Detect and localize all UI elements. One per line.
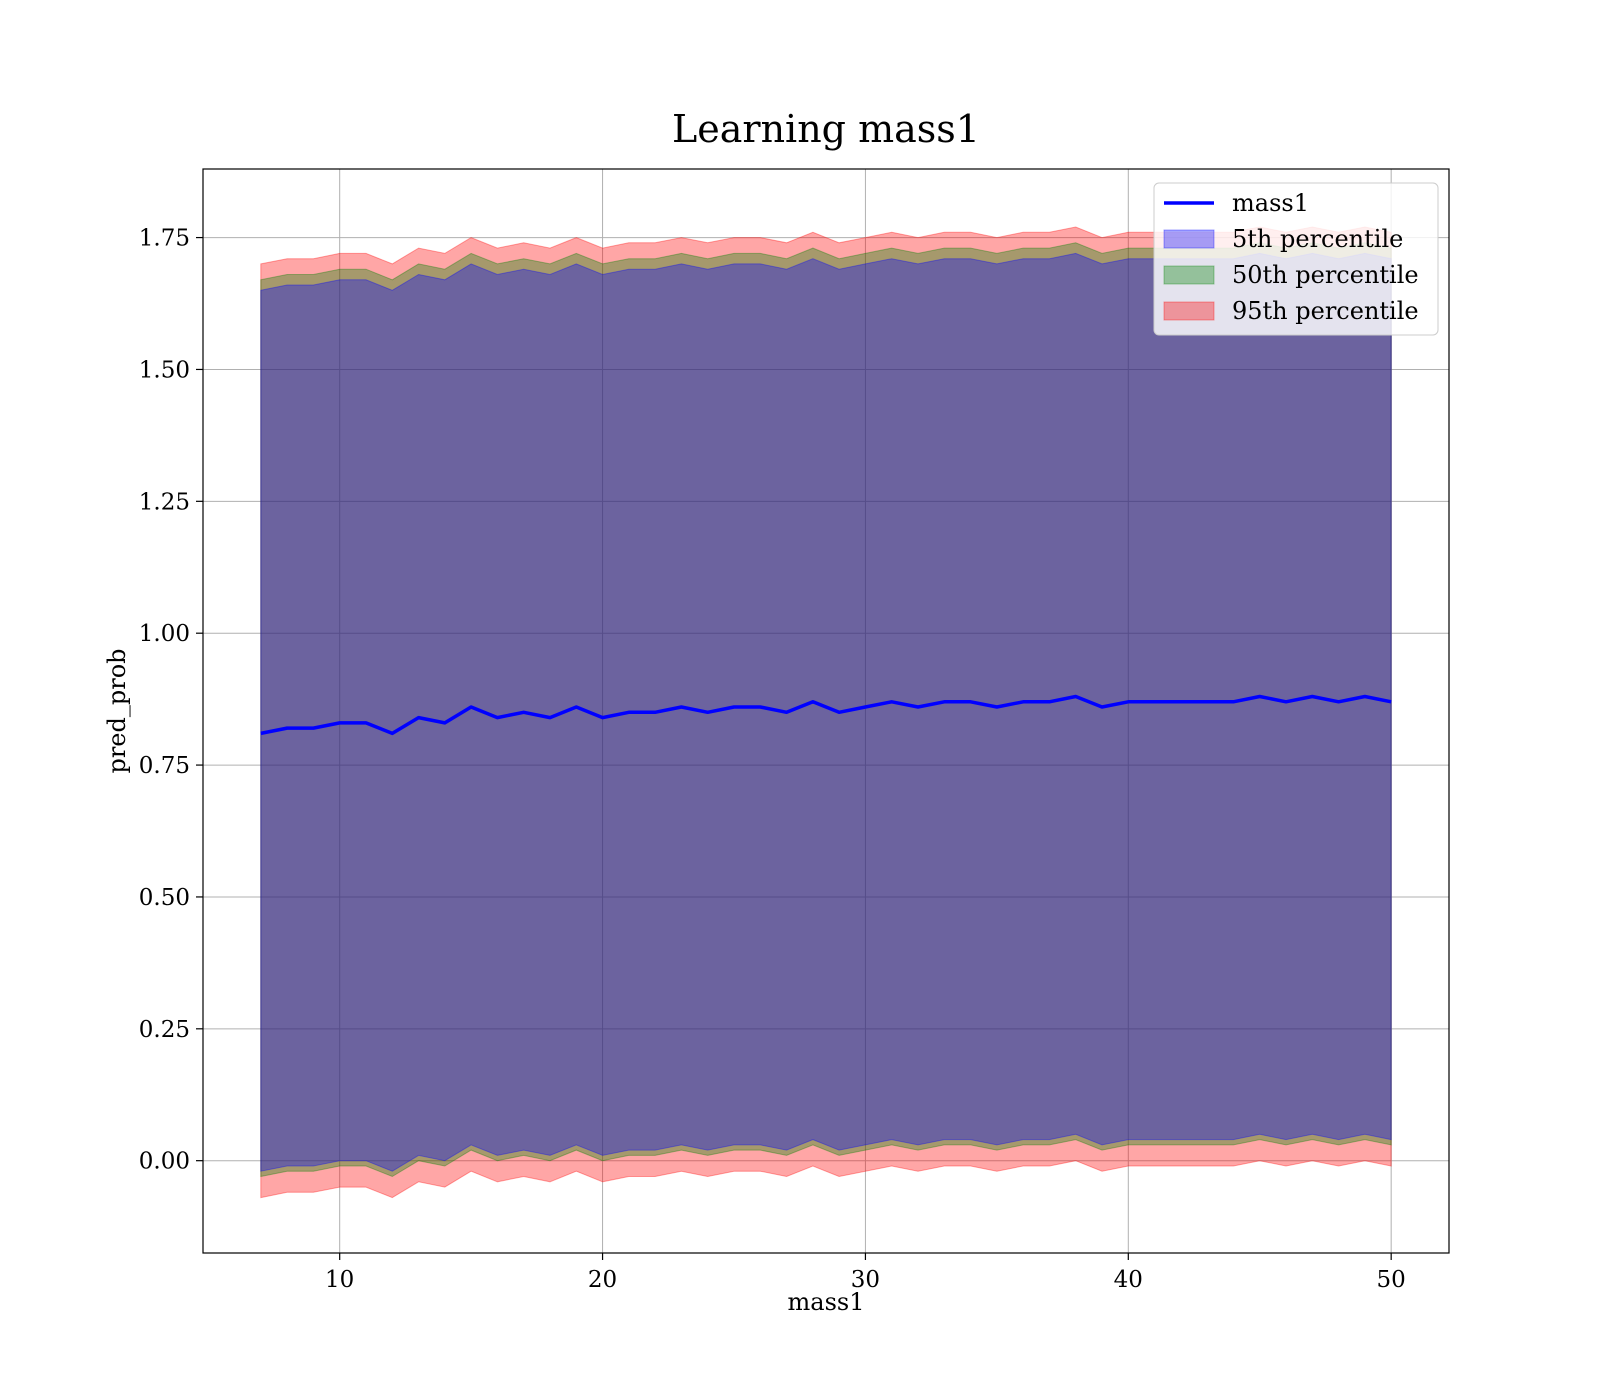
legend-swatch-band (1163, 265, 1215, 285)
y-axis-ticks: 0.00 0.25 0.50 0.75 1.00 1.25 1.50 1.75 (139, 226, 203, 1175)
chart-title: Learning mass1 (672, 107, 980, 151)
y-tick-label: 0.00 (139, 1149, 190, 1175)
line-layer (260, 694, 1392, 736)
x-tick-label: 30 (851, 1267, 880, 1293)
y-tick-label: 1.75 (139, 226, 190, 252)
x-tick-label: 20 (588, 1267, 617, 1293)
y-tick-label: 0.25 (139, 1017, 190, 1043)
x-tick-label: 50 (1377, 1267, 1406, 1293)
legend-label: 50th percentile (1232, 261, 1419, 289)
legend-box (1153, 182, 1439, 336)
legend-swatch-band (1163, 301, 1215, 321)
legend: mass1 5th percentile 50th percentile 95th p… (1153, 182, 1439, 336)
y-tick-label: 1.50 (139, 357, 190, 383)
legend-label: mass1 (1232, 189, 1309, 217)
y-tick-label: 1.00 (139, 621, 190, 647)
line-mass1 (260, 694, 1392, 736)
percentile-bands (260, 226, 1392, 1199)
legend-label: 5th percentile (1232, 225, 1403, 253)
y-tick-label: 0.50 (139, 885, 190, 911)
x-axis-ticks: 10 20 30 40 50 (325, 1253, 1406, 1293)
band-5th (260, 252, 1392, 1172)
y-tick-label: 0.75 (139, 753, 190, 779)
plot-frame (202, 168, 1450, 1254)
x-axis-label: mass1 (788, 1288, 865, 1316)
x-tick-label: 40 (1114, 1267, 1143, 1293)
y-tick-label: 1.25 (139, 489, 190, 515)
band-95th (260, 226, 1392, 1199)
legend-label: 95th percentile (1232, 297, 1419, 325)
legend-swatch-band (1163, 229, 1215, 249)
band-50th (260, 242, 1392, 1178)
y-axis-label: pred_prob (103, 648, 131, 773)
x-tick-label: 10 (325, 1267, 354, 1293)
